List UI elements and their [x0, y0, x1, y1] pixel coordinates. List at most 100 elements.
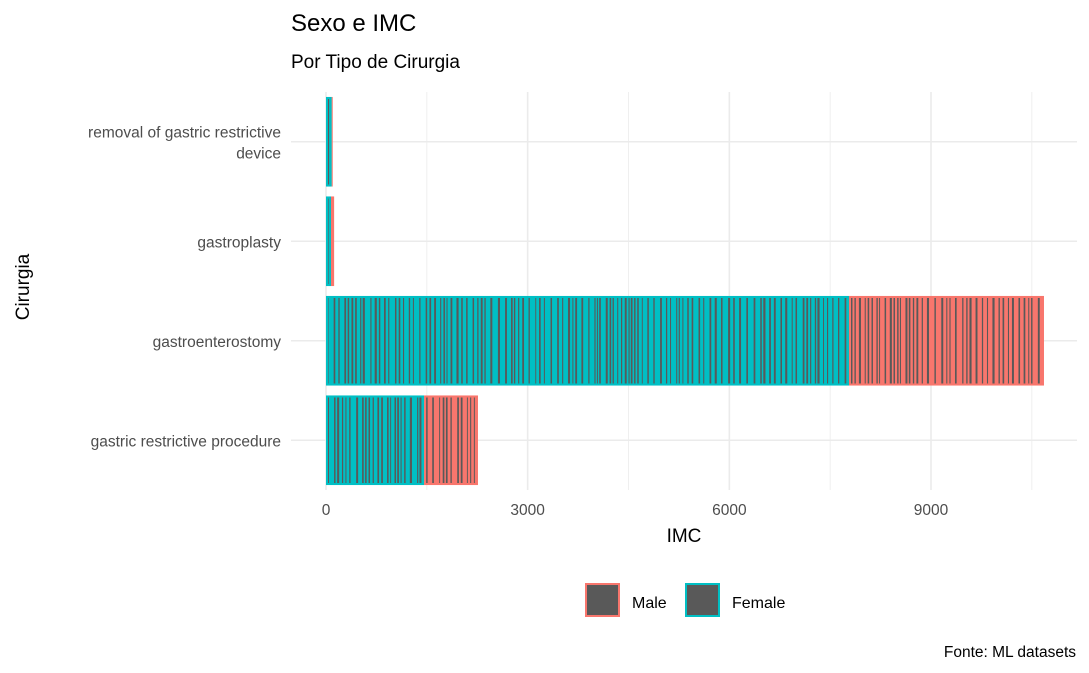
bar-stripe: [850, 297, 853, 384]
bars: [326, 96, 1044, 486]
bar-stripe: [975, 297, 978, 384]
bar-stripe: [362, 297, 365, 384]
bar-stripe: [617, 297, 619, 384]
bar-stripe: [338, 297, 340, 384]
bar-segment: [848, 295, 1044, 386]
bar: [331, 96, 333, 187]
bar-stripe: [949, 297, 951, 384]
bar-stripe: [676, 297, 678, 384]
caption: Fonte: ML datasets: [944, 644, 1076, 661]
legend-label-male: Male: [632, 595, 667, 612]
bar-stripe: [409, 397, 412, 484]
bar-stripe: [377, 397, 380, 484]
legend-key-male: [585, 583, 620, 617]
bar-stripe: [457, 397, 459, 484]
bar-stripe: [637, 297, 639, 384]
bar-stripe: [594, 297, 596, 384]
bar-segment: [326, 395, 425, 486]
bar-stripe: [387, 397, 389, 484]
bar-stripe: [398, 297, 401, 384]
bar-stripe: [349, 397, 351, 484]
bar-stripe: [682, 297, 684, 384]
bar-stripe: [333, 297, 336, 384]
bar-stripe: [908, 297, 911, 384]
bar-segment: [326, 295, 849, 386]
bar-stripe: [879, 297, 881, 384]
y-tick-label: gastroenterostomy: [153, 334, 282, 351]
bar-stripe: [780, 297, 783, 384]
bar-stripe: [388, 297, 390, 384]
bar-stripe: [513, 297, 516, 384]
bar-stripe: [446, 297, 448, 384]
bar-stripe: [341, 397, 344, 484]
bar-stripe: [763, 297, 766, 384]
bar-stripe: [562, 297, 564, 384]
bar-outline: [424, 395, 478, 486]
bar-stripe: [817, 297, 820, 384]
bar-stripe: [962, 297, 964, 384]
bar-stripe: [934, 297, 936, 384]
bar-stripe: [641, 297, 643, 384]
bar-stripe: [1031, 297, 1033, 384]
bar-stripe: [440, 297, 442, 384]
bar-stripe: [746, 297, 748, 384]
x-axis-title: IMC: [667, 526, 702, 547]
bar-stripe: [327, 198, 329, 285]
bar-stripe: [897, 297, 899, 384]
legend: Male Female: [585, 583, 785, 617]
bar-stripe: [355, 297, 357, 384]
bar-stripe: [443, 297, 445, 384]
bar-stripe: [823, 297, 825, 384]
bar-stripe: [791, 297, 793, 384]
bar-stripe: [461, 297, 463, 384]
bar-stripe: [916, 297, 919, 384]
bar-stripe: [773, 297, 776, 384]
bar-stripe: [714, 297, 717, 384]
bar-stripe: [344, 297, 347, 384]
bar-stripe: [360, 297, 362, 384]
y-tick-label: device: [236, 145, 281, 162]
bar-outline: [326, 196, 332, 287]
bar-stripe: [404, 397, 406, 484]
bar-stripe: [871, 297, 873, 384]
y-axis-title: Cirurgia: [13, 253, 34, 320]
bar-stripe: [703, 297, 705, 384]
bar-stripe: [368, 397, 371, 484]
bar-stripe: [802, 297, 805, 384]
bar-stripe: [408, 297, 411, 384]
bar-stripe: [397, 397, 399, 484]
bar-stripe: [588, 297, 590, 384]
y-tick-label: gastric restrictive procedure: [91, 433, 281, 450]
chart-subtitle: Por Tipo de Cirurgia: [291, 52, 460, 73]
bar-stripe: [899, 297, 901, 384]
x-tick-label: 6000: [712, 502, 747, 519]
bar-stripe: [434, 297, 437, 384]
bar-stripe: [998, 297, 1000, 384]
bar-stripe: [543, 297, 545, 384]
bar-stripe: [575, 297, 578, 384]
bar-stripe: [628, 297, 630, 384]
bar-stripe: [954, 297, 957, 384]
bar-stripe: [599, 297, 601, 384]
bar-stripe: [362, 397, 364, 484]
bar-stripe: [609, 297, 612, 384]
bar-stripe: [351, 297, 354, 384]
bar-stripe: [753, 297, 756, 384]
bar-stripe: [1023, 297, 1026, 384]
bar-stripe: [795, 297, 798, 384]
bar-stripe: [472, 297, 475, 384]
bar-stripe: [838, 297, 840, 384]
bar-stripe: [647, 297, 649, 384]
bar-stripe: [814, 297, 817, 384]
bar-stripe: [450, 297, 453, 384]
bar-stripe: [394, 397, 396, 484]
bar-stripe: [572, 297, 574, 384]
bar-segment: [331, 196, 335, 287]
bar-stripe: [864, 297, 866, 384]
bar-outline: [331, 196, 335, 287]
bar-stripe: [728, 297, 731, 384]
bar-stripe: [941, 297, 944, 384]
bar-stripe: [921, 297, 923, 384]
bar-stripe: [596, 297, 598, 384]
